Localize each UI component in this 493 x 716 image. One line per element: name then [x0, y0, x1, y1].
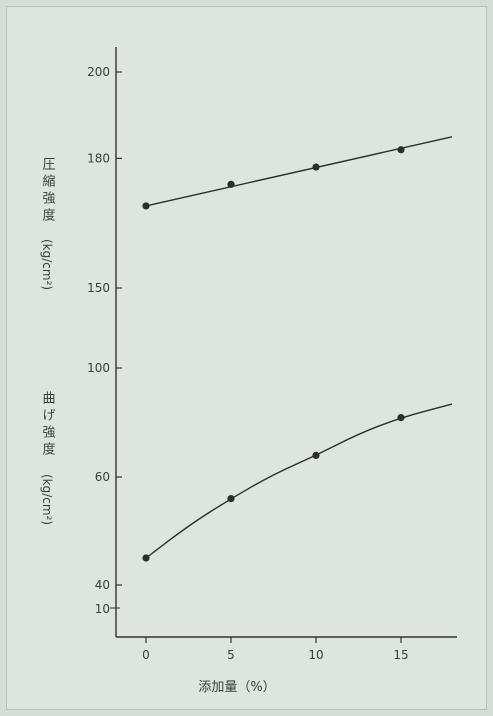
series-line-bending — [145, 403, 453, 559]
data-point-compressive — [227, 180, 235, 188]
data-point-compressive — [397, 146, 405, 154]
y-tick-label: 200 — [87, 65, 110, 79]
data-point-bending — [312, 451, 320, 459]
data-point-bending — [142, 554, 150, 562]
y-tick-label-break: 10 — [95, 602, 110, 616]
curves — [145, 136, 453, 559]
ylabel-upper-unit: (kg/cm²) — [40, 239, 54, 290]
axes — [110, 47, 457, 643]
series-line-compressive — [145, 136, 453, 207]
y-tick-label: 100 — [87, 361, 110, 375]
x-tick-label: 5 — [227, 648, 235, 662]
points — [142, 146, 405, 562]
ylabel-upper: 圧縮強度 — [40, 157, 56, 225]
y-tick-label: 150 — [87, 281, 110, 295]
y-tick-label: 180 — [87, 151, 110, 165]
data-point-compressive — [312, 163, 320, 171]
data-point-bending — [397, 414, 405, 422]
data-point-compressive — [142, 202, 150, 210]
ylabel-lower-unit: (kg/cm²) — [40, 474, 54, 525]
data-point-bending — [227, 495, 235, 503]
y-tick-label: 40 — [95, 578, 110, 592]
x-tick-label: 0 — [142, 648, 150, 662]
xlabel: 添加量（%） — [198, 680, 275, 695]
chart-frame: 40 60 100 150 180 200 10 0 5 10 15 圧縮強度 (kg/cm²) 曲… — [6, 6, 487, 710]
x-tick-label: 15 — [393, 648, 408, 662]
axis-labels: 圧縮強度 (kg/cm²) 曲げ強度 (kg/cm²) 添加量（%） — [40, 157, 276, 695]
ylabel-lower: 曲げ強度 — [40, 391, 56, 459]
y-tick-label: 60 — [95, 470, 110, 484]
x-tick-label: 10 — [308, 648, 323, 662]
